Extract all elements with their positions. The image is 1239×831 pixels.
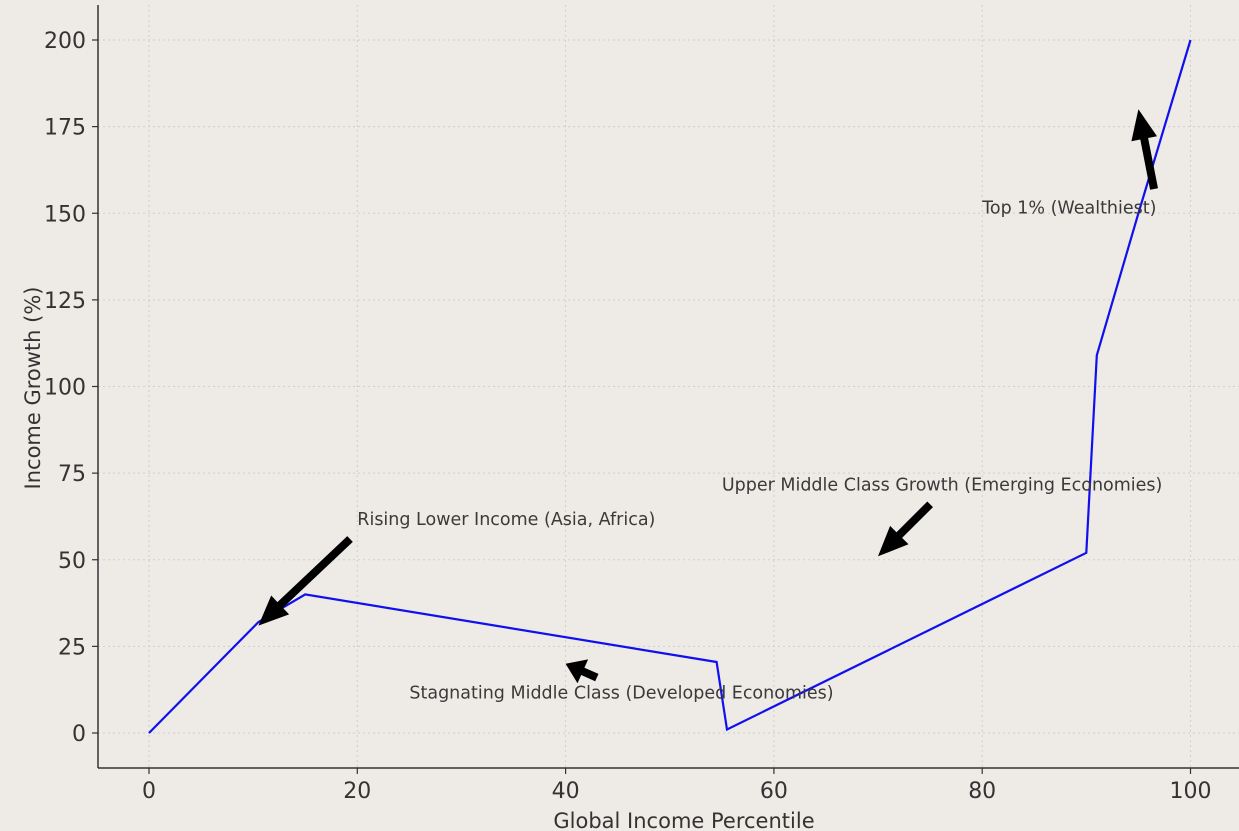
annotation-arrow [258,536,353,626]
y-tick-label: 100 [44,376,86,401]
y-tick-label: 200 [44,29,86,54]
y-ticks: 0 25 50 75 100 125 150 175 200 [44,29,98,747]
x-tick-label: 40 [552,779,580,804]
annotation-arrow [1131,109,1158,190]
y-axis-label: Income Growth (%) [21,287,45,490]
x-tick-label: 0 [142,779,156,804]
y-tick-label: 175 [44,116,86,141]
annotation-arrow [878,501,933,557]
y-tick-label: 0 [72,722,86,747]
x-tick-label: 100 [1170,779,1212,804]
x-ticks: 0 20 40 60 80 100 [142,768,1212,804]
annotation-label: Stagnating Middle Class (Developed Econo… [409,683,833,703]
annotation-label: Rising Lower Income (Asia, Africa) [357,510,655,530]
x-tick-label: 20 [343,779,371,804]
grid-lines [98,5,1239,768]
x-tick-label: 60 [760,779,788,804]
y-tick-label: 150 [44,202,86,227]
y-tick-label: 25 [58,635,86,660]
y-tick-label: 50 [58,549,86,574]
annotation-arrow [565,659,599,684]
y-tick-label: 75 [58,462,86,487]
x-axis-label: Global Income Percentile [553,809,814,831]
x-tick-label: 80 [968,779,996,804]
y-tick-label: 125 [44,289,86,314]
annotations-layer: Rising Lower Income (Asia, Africa) Stagna… [258,109,1162,703]
annotation-label: Upper Middle Class Growth (Emerging Econ… [722,475,1163,495]
annotation-label: Top 1% (Wealthiest) [981,198,1156,218]
